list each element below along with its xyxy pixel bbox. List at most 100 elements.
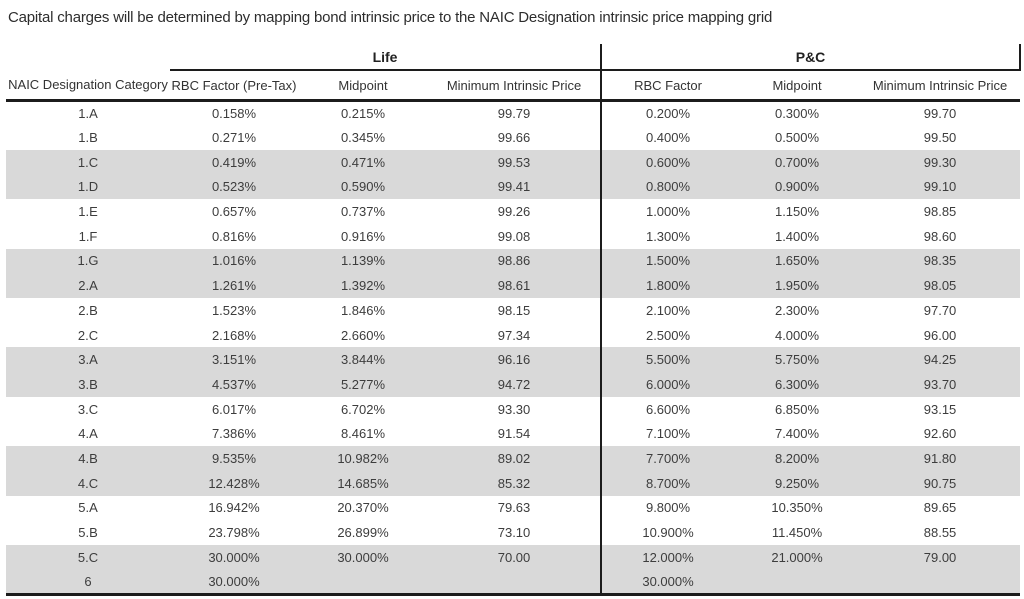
table-cell: 21.000% [771,549,823,565]
table-cell: 97.34 [497,327,531,343]
table-cell: 6.000% [600,372,735,397]
table-cell: 91.80 [923,450,957,466]
table-cell: 9.250% [774,475,820,491]
table-row: 1.A 0.158% 0.215% 99.79 0.200% 0.300% 99.70 [6,100,1020,126]
table-cell: 23.798% [208,525,260,541]
table-cell: 0.816% [211,228,257,244]
column-header-pc-rbc-factor: RBC Factor [600,70,735,102]
table-cell: 4.000% [774,327,820,343]
table-cell: 89.02 [497,450,531,466]
table-cell: 2.168% [211,327,257,343]
mapping-grid: Life P&C NAIC Designation Category RBC F… [6,44,1022,596]
table-row: 2.A 1.261% 1.392% 98.61 1.800% 1.950% 98.05 [6,273,1021,298]
table-cell: 79.63 [497,500,531,516]
category-cell: 1.G [77,253,99,269]
category-cell: 5.B [78,525,98,541]
table-row: 3.B 4.537% 5.277% 94.72 6.000% 6.300% 93.70 [6,372,1021,397]
table-cell: 96.00 [923,327,957,343]
table-cell: 0.800% [600,174,735,200]
column-header-life-rbc-factor: RBC Factor (Pre-Tax) [170,70,298,102]
table-cell: 0.345% [340,130,386,146]
table-cell: 1.500% [600,248,735,274]
table-cell: 1.300% [600,223,735,249]
category-cell: 5.C [77,549,99,565]
table-cell: 99.30 [923,154,957,170]
table-cell: 5.500% [600,347,735,373]
table-cell: 1.523% [211,302,257,318]
table-row: 1.E 0.657% 0.737% 99.26 1.000% 1.150% 98.85 [6,199,1020,224]
column-header-category: NAIC Designation Category [6,70,170,102]
table-cell: 98.85 [923,204,957,220]
table-cell: 1.139% [340,253,386,269]
table-cell: 7.100% [600,421,735,447]
table-cell [734,569,861,596]
table-cell: 10.350% [771,500,823,516]
category-cell: 2.A [78,278,98,294]
column-header-life-midpoint: Midpoint [298,70,428,102]
life-group-header: Life [170,44,602,71]
table-cell: 0.523% [211,179,257,195]
table-cell: 6.017% [211,401,257,417]
table-cell: 1.000% [600,199,735,224]
table-body: 1.A 0.158% 0.215% 99.79 0.200% 0.300% 99.70 1.B… [6,100,1021,596]
table-cell: 6.850% [774,401,820,417]
table-cell: 8.200% [774,450,820,466]
table-cell: 26.899% [337,525,389,541]
table-row: 3.C 6.017% 6.702% 93.30 6.600% 6.850% 93.15 [6,396,1020,422]
table-cell: 2.100% [600,298,735,323]
table-cell: 0.500% [774,130,820,146]
category-cell: 2.C [77,327,99,343]
table-cell: 98.35 [923,253,957,269]
table-row: 1.D 0.523% 0.590% 99.41 0.800% 0.900% 99.10 [6,174,1021,200]
table-cell: 8.700% [600,470,735,496]
table-cell: 79.00 [923,549,957,565]
table-cell: 11.450% [771,525,823,541]
table-cell: 0.271% [211,130,257,146]
table-cell: 5.277% [340,376,386,392]
table-cell: 99.70 [923,106,957,122]
category-cell: 6 [6,569,170,596]
table-cell: 0.471% [340,154,386,170]
table-cell: 98.60 [923,228,957,244]
category-cell: 4.C [77,475,99,491]
group-header-row: Life P&C [6,44,1022,71]
table-cell: 0.158% [211,106,257,122]
table-cell: 98.05 [923,278,957,294]
table-cell: 20.370% [337,500,389,516]
table-cell: 30.000% [337,549,389,565]
table-cell: 9.800% [600,495,735,521]
pc-group-header: P&C [600,44,1022,71]
table-row: 2.B 1.523% 1.846% 98.15 2.100% 2.300% 97.70 [6,298,1020,323]
category-cell: 1.B [78,130,98,146]
column-header-pc-min-intrinsic-price: Minimum Intrinsic Price [860,70,1021,102]
table-cell: 0.300% [774,106,820,122]
page-title: Capital charges will be determined by ma… [8,9,773,26]
table-cell: 7.400% [774,426,820,442]
table-cell: 30.000% [208,549,260,565]
column-header-life-min-intrinsic-price: Minimum Intrinsic Price [428,70,602,102]
table-cell: 1.400% [774,228,820,244]
table-row: 4.A 7.386% 8.461% 91.54 7.100% 7.400% 92.60 [6,421,1020,447]
table-cell: 1.950% [774,278,820,294]
table-cell: 1.016% [211,253,257,269]
table-cell: 0.737% [340,204,386,220]
table-cell: 3.844% [340,352,386,368]
category-cell: 1.D [77,179,99,195]
table-cell: 0.215% [340,106,386,122]
table-cell: 89.65 [923,500,957,516]
table-cell: 10.900% [600,520,735,545]
table-cell: 4.537% [211,376,257,392]
table-cell: 90.75 [923,475,957,491]
group-header-spacer [6,44,170,70]
table-cell: 8.461% [340,426,386,442]
table-cell: 2.300% [774,302,820,318]
table-row: 2.C 2.168% 2.660% 97.34 2.500% 4.000% 96.00 [6,322,1020,348]
category-cell: 2.B [78,302,98,318]
table-cell: 94.72 [497,376,531,392]
category-cell: 3.A [78,352,98,368]
table-cell: 91.54 [497,426,531,442]
table-cell: 94.25 [923,352,957,368]
table-cell [860,569,1021,596]
table-cell: 70.00 [497,549,531,565]
table-cell: 30.000% [170,569,298,596]
